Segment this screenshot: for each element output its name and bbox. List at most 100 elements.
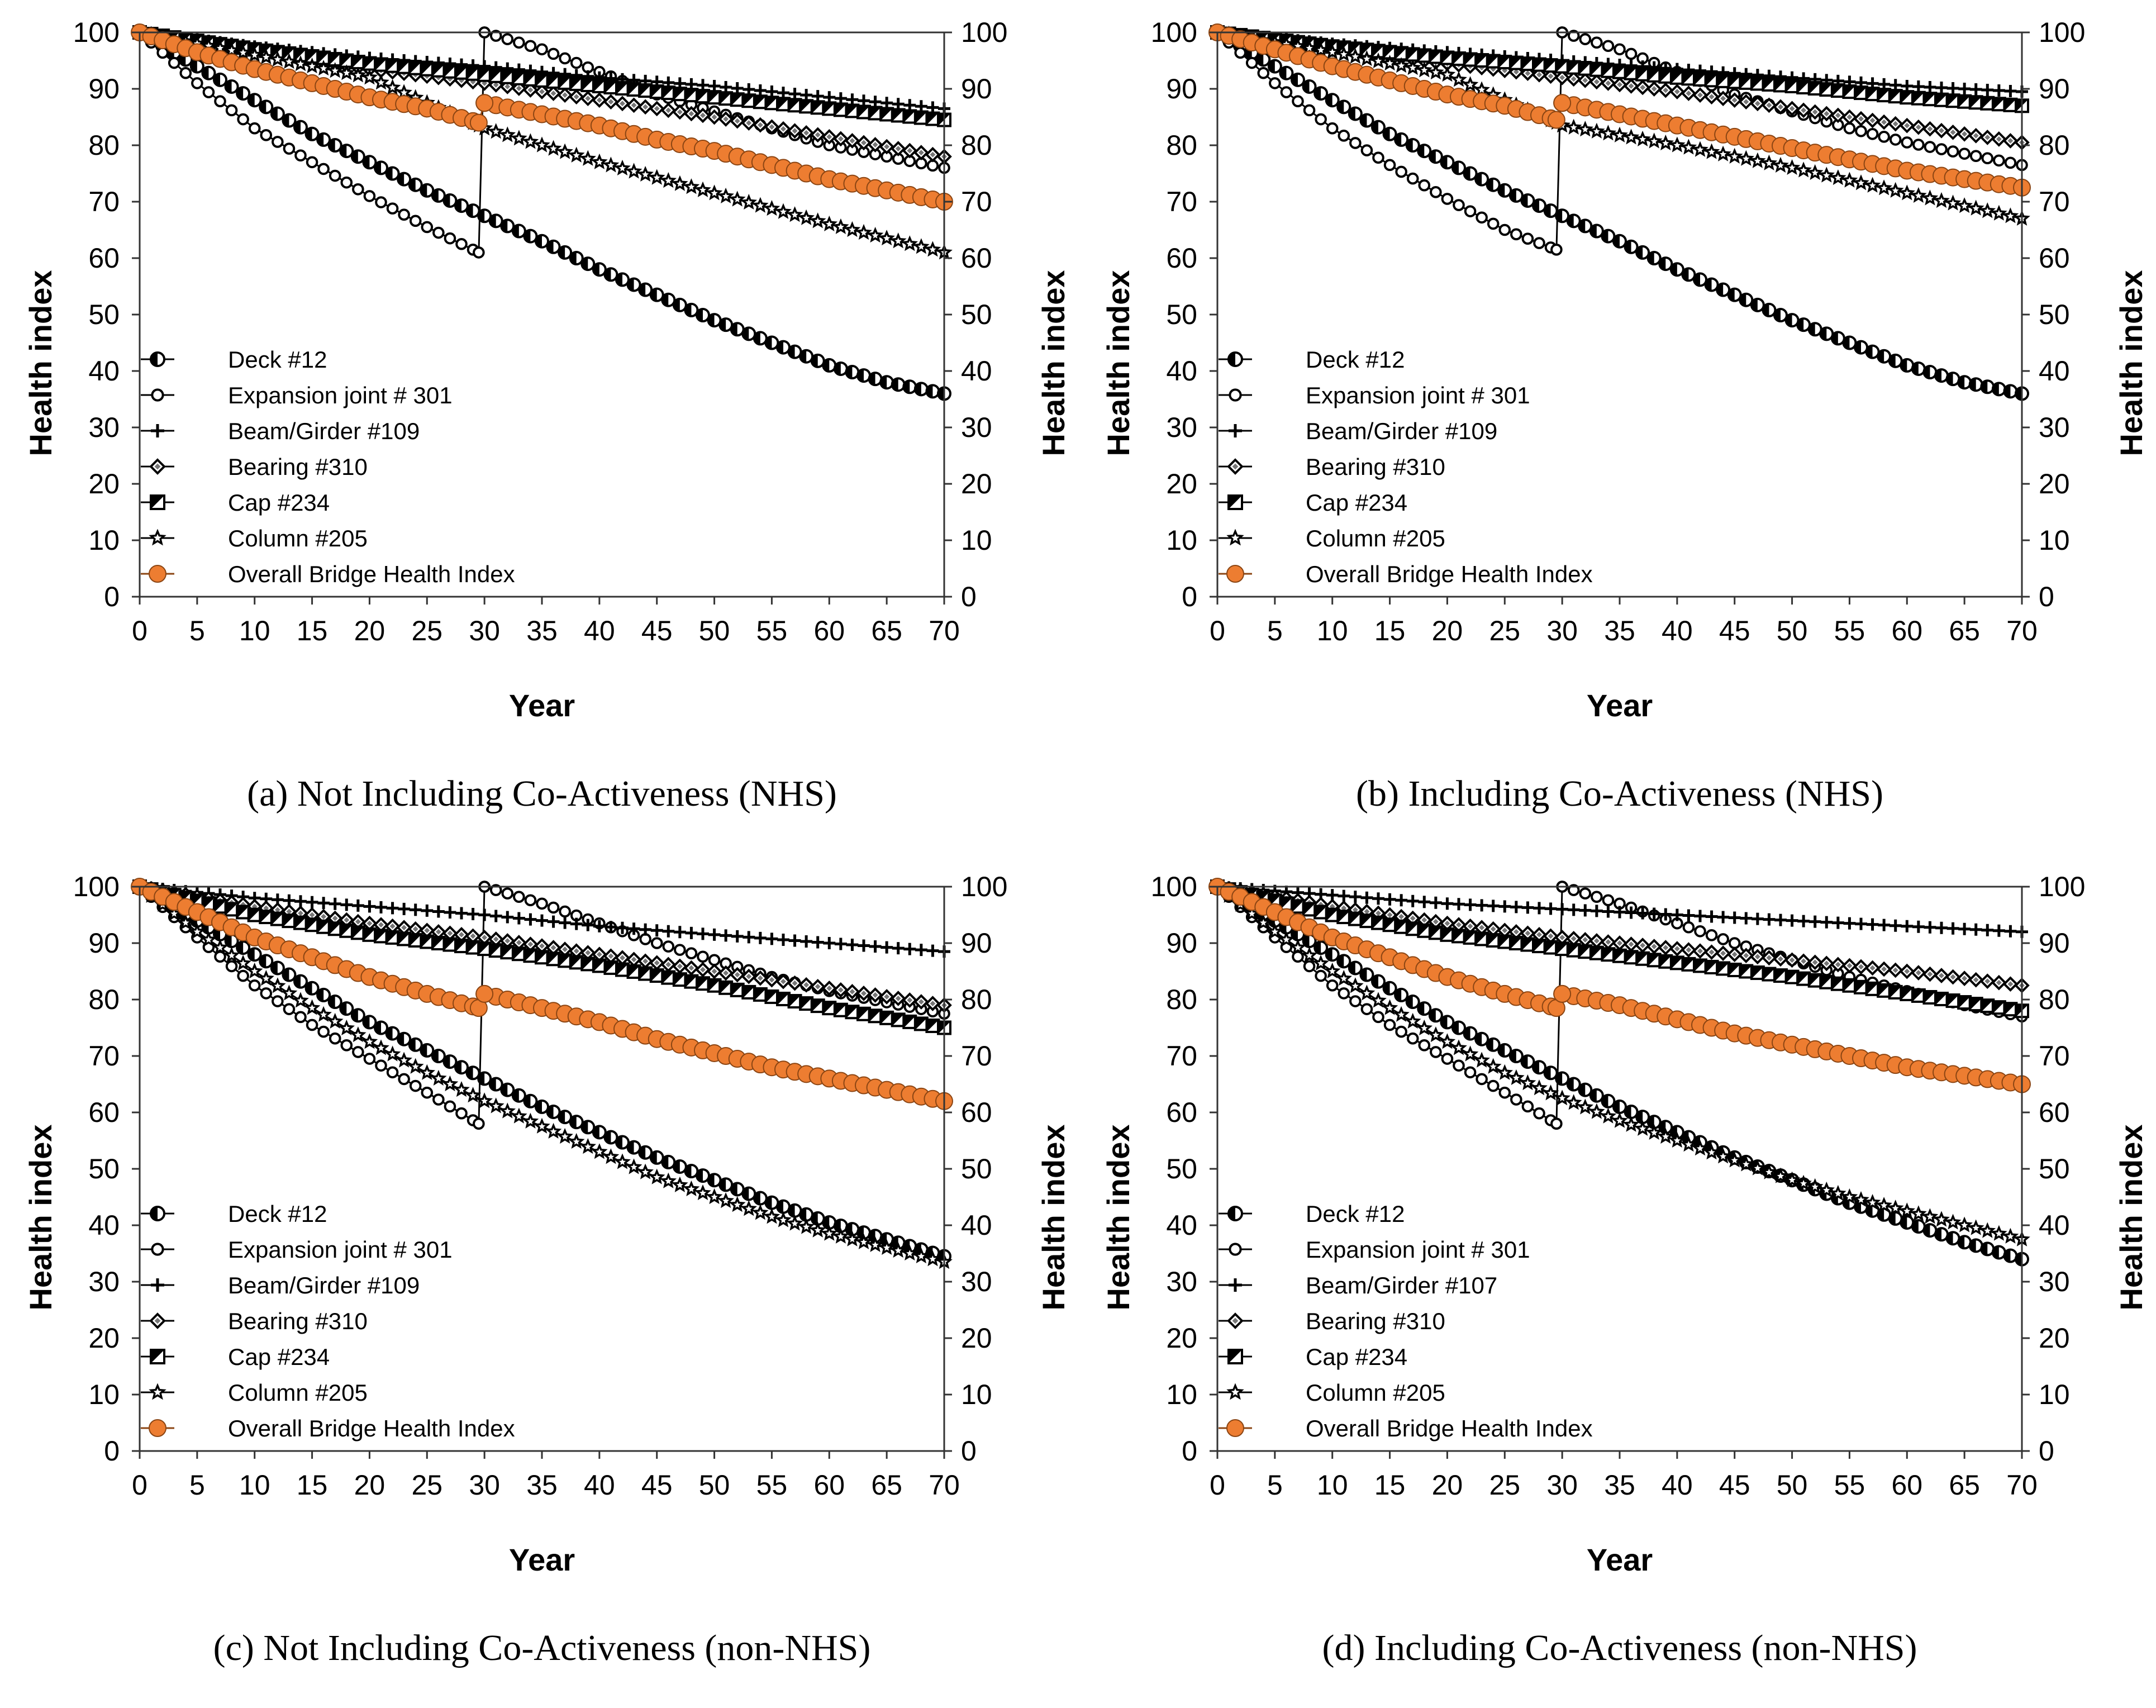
legend-label: Beam/Girder #109 [228, 418, 420, 444]
data-point [614, 1153, 631, 1169]
data-point [1717, 933, 1729, 945]
data-point [924, 1250, 941, 1267]
legend-label: Deck #12 [1306, 346, 1405, 373]
data-point [397, 931, 412, 946]
data-point [545, 140, 562, 156]
data-point [547, 901, 560, 914]
legend-item: Column #205 [141, 525, 368, 551]
y-tick-label-right: 70 [961, 1040, 992, 1072]
data-point [833, 982, 849, 998]
data-point [844, 133, 860, 149]
y-tick-label-right: 40 [2039, 355, 2070, 387]
data-point [430, 1069, 447, 1086]
x-tick-label: 65 [1949, 1469, 1980, 1501]
data-point [890, 1241, 907, 1258]
y-tick-label: 20 [1166, 468, 1197, 499]
data-point [616, 921, 629, 934]
data-point [881, 941, 893, 954]
data-point [869, 940, 882, 953]
legend-label: Column #205 [1306, 525, 1445, 551]
data-point [1993, 154, 2005, 167]
data-point [316, 919, 331, 934]
data-point [513, 891, 525, 903]
data-point [1476, 211, 1488, 224]
data-point [660, 172, 677, 188]
legend-item: Cap #234 [141, 489, 330, 516]
data-point [420, 1043, 435, 1058]
data-point [1267, 923, 1283, 939]
y-tick-label-right: 60 [2039, 1097, 2070, 1128]
data-point [856, 1225, 871, 1240]
data-point [224, 902, 239, 917]
legend-marker [149, 458, 166, 475]
data-point [1830, 83, 1845, 98]
data-point [1762, 302, 1777, 317]
data-point [1911, 965, 1926, 981]
data-point [455, 907, 468, 920]
data-point [489, 30, 502, 42]
data-point [1784, 101, 1800, 117]
data-point [1980, 379, 1995, 394]
data-point [340, 176, 353, 189]
data-point [375, 196, 387, 208]
data-point [1624, 65, 1639, 80]
x-axis-label: Year [509, 1542, 575, 1577]
data-point [1761, 97, 1777, 113]
data-point [1635, 938, 1650, 953]
data-point [1784, 313, 1800, 328]
data-point [1324, 962, 1341, 979]
data-point [582, 919, 594, 931]
legend-label: Bearing #310 [228, 1308, 368, 1334]
data-point [1648, 907, 1660, 920]
data-point [465, 940, 480, 955]
data-point [511, 70, 526, 85]
data-point [775, 1211, 792, 1228]
data-point [856, 368, 871, 383]
y-tick-label: 0 [104, 1435, 120, 1467]
data-point [674, 944, 686, 956]
data-point [730, 92, 745, 107]
x-tick-label: 15 [297, 615, 328, 646]
data-point [547, 47, 560, 60]
data-point [892, 942, 905, 955]
data-point [809, 1221, 826, 1238]
data-point [1520, 193, 1535, 208]
data-point [1326, 979, 1339, 992]
data-point [212, 939, 229, 955]
data-point [913, 994, 929, 1010]
y-tick-label-right: 100 [2039, 871, 2085, 902]
data-point [1694, 925, 1706, 938]
data-point [1934, 968, 1949, 983]
data-point [580, 1120, 596, 1135]
data-point [473, 1117, 485, 1130]
data-point [398, 902, 411, 915]
data-point [591, 153, 608, 169]
data-point [248, 979, 261, 992]
data-point [1957, 1235, 1972, 1250]
data-point [1704, 959, 1719, 974]
data-point [1911, 988, 1926, 1003]
legend-item: Column #205 [1219, 525, 1445, 551]
data-point [1579, 904, 1592, 917]
data-point [1279, 65, 1294, 80]
data-point [1394, 132, 1409, 147]
data-point [246, 46, 263, 62]
data-point [1565, 1094, 1582, 1110]
data-point [1634, 130, 1651, 147]
data-point [1806, 164, 1824, 180]
y-axis-label-right: Health index [2114, 270, 2149, 456]
data-point [718, 965, 734, 981]
data-point [1474, 53, 1489, 68]
data-point [1979, 973, 1996, 989]
data-point [832, 218, 849, 234]
data-point [1924, 141, 1936, 153]
data-point [223, 41, 240, 58]
data-point [385, 166, 400, 181]
legend-label: Cap #234 [1306, 489, 1407, 516]
data-point [524, 894, 537, 907]
data-point [1991, 97, 2006, 112]
data-point [1291, 72, 1305, 87]
data-point [1784, 78, 1800, 93]
data-point [213, 899, 227, 914]
data-point [1945, 372, 1960, 387]
